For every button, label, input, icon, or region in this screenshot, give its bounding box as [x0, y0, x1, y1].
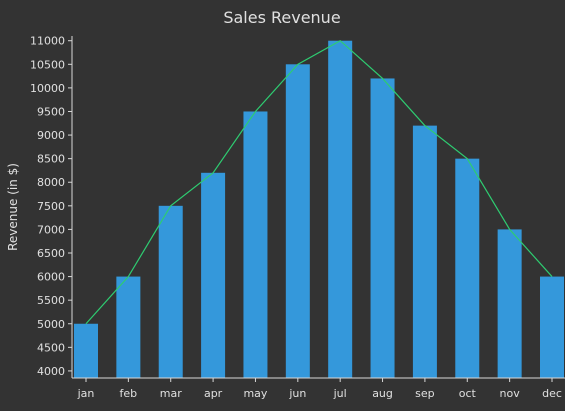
bar-feb — [116, 276, 141, 378]
y-tick-label: 8000 — [37, 176, 65, 189]
x-tick-label-jun: jun — [288, 387, 306, 400]
bar-series — [74, 40, 564, 378]
bar-jan — [74, 323, 98, 378]
bar-dec — [540, 276, 564, 378]
y-tick-label: 10000 — [30, 82, 65, 95]
chart-title: Sales Revenue — [223, 8, 340, 27]
y-axis-ticks: 4000 4500 5000 5500 6000 6500 7000 7500 8000 8500… — [30, 35, 72, 378]
bar-apr — [201, 172, 226, 378]
x-tick-label-apr: apr — [204, 387, 223, 400]
y-tick-label: 9500 — [37, 105, 65, 118]
y-axis-label: Revenue (in $) — [6, 163, 20, 251]
bar-aug — [370, 78, 395, 378]
x-tick-label-aug: aug — [372, 387, 393, 400]
y-tick-label: 8500 — [37, 153, 65, 166]
x-tick-label-mar: mar — [160, 387, 182, 400]
bar-oct — [455, 158, 480, 378]
x-tick-label-oct: oct — [459, 387, 477, 400]
y-tick-label: 7000 — [37, 223, 65, 236]
bar-jun — [285, 64, 310, 378]
bar-nov — [497, 229, 522, 378]
x-tick-label-may: may — [243, 387, 267, 400]
bar-sep — [412, 125, 437, 378]
bar-jul — [328, 40, 353, 378]
y-tick-label: 4500 — [37, 341, 65, 354]
x-tick-label-nov: nov — [500, 387, 521, 400]
x-tick-label-feb: feb — [120, 387, 138, 400]
trend-line — [85, 39, 553, 325]
x-tick-label-jul: jul — [333, 387, 347, 400]
y-tick-label: 9000 — [37, 129, 65, 142]
x-tick-label-dec: dec — [542, 387, 562, 400]
y-tick-label: 11000 — [30, 35, 65, 48]
y-tick-label: 7500 — [37, 200, 65, 213]
x-axis-ticks: jan feb mar apr may jun jul aug sep oct nov dec — [77, 378, 562, 400]
bar-may — [243, 111, 268, 378]
y-tick-label: 6000 — [37, 271, 65, 284]
y-tick-label: 10500 — [30, 58, 65, 71]
x-tick-label-sep: sep — [415, 387, 434, 400]
x-tick-label-jan: jan — [77, 387, 95, 400]
y-tick-label: 5000 — [37, 318, 65, 331]
y-tick-label: 5500 — [37, 294, 65, 307]
bar-mar — [158, 205, 183, 378]
y-tick-label: 6500 — [37, 247, 65, 260]
y-tick-label: 4000 — [37, 365, 65, 378]
